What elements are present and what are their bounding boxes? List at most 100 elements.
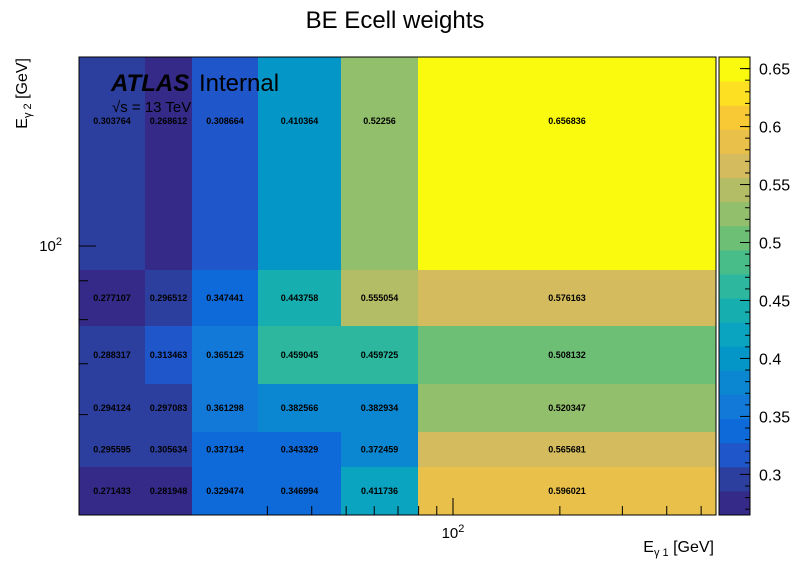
heatmap-cell [341,270,418,326]
y-axis-label: Eγ 2 [GeV] [14,58,34,129]
cell-value-label: 0.411736 [361,486,398,496]
colorbar-segment [719,322,750,347]
heatmap-cell [418,384,716,432]
cell-value-label: 0.295595 [93,445,131,455]
colorbar-segment [719,57,750,82]
colorbar-segment [719,177,750,203]
colorbar-segment [719,418,750,444]
atlas-label: ATLAS [110,70,189,97]
cell-value-label: 0.346994 [281,486,319,496]
heatmap-cell [418,270,716,326]
cell-value-label: 0.294124 [93,403,131,413]
colorbar-tick-label: 0.55 [759,178,790,195]
heatmap-cell [79,326,145,384]
heatmap-cell [145,270,192,326]
colorbar-segment [719,466,750,492]
heatmap-cell [145,384,192,432]
colorbar-tick-label: 0.45 [759,293,790,310]
heatmap-cell [192,467,258,515]
cell-value-label: 0.277107 [93,293,131,303]
cell-value-label: 0.656836 [548,116,586,126]
heatmap-cell [341,384,418,432]
heatmap-cell [258,432,341,467]
heatmap-cell [258,326,341,384]
heatmap-cell [418,326,716,384]
colorbar-tick-label: 0.6 [759,120,781,137]
colorbar-segment [719,81,750,106]
cell-value-label: 0.347441 [206,293,244,303]
axes [78,56,717,516]
colorbar-segment [719,273,750,299]
heatmap-cell [418,432,716,467]
cell-value-label: 0.410364 [281,116,319,126]
energy-label: √s = 13 TeV [112,99,191,116]
heatmap-cell [192,326,258,384]
colorbar-tick-label: 0.4 [759,351,781,368]
heatmap-cells [79,57,716,515]
heatmap-cell [79,467,145,515]
heatmap-cell [418,57,716,270]
heatmap-cell [145,432,192,467]
heatmap-cell [79,384,145,432]
colorbar: 0.3 0.35 0.4 0.45 0.5 0.55 0.6 0.65 [718,56,790,516]
colorbar-segment [719,105,750,130]
x-axis-label: Eγ 1 [GeV] [643,539,714,559]
cell-value-label: 0.372459 [361,445,399,455]
cell-value-label: 0.459725 [361,350,399,360]
colorbar-tick-label: 0.3 [759,467,781,484]
cell-value-label: 0.343329 [281,445,319,455]
cell-value-label: 0.281948 [150,486,188,496]
chart-title: BE Ecell weights [306,7,485,34]
heatmap-cell [192,384,258,432]
cell-value-label: 0.382934 [361,403,399,413]
heatmap-cell [341,57,418,270]
cell-value-label: 0.305634 [150,445,188,455]
heatmap-cell [258,384,341,432]
y-tick-label-100: 102 [39,236,62,255]
heatmap-cell [258,467,341,515]
colorbar-segment [719,129,750,154]
cell-value-label: 0.576163 [548,293,586,303]
heatmap-cell [341,326,418,384]
cell-value-label: 0.271433 [93,486,131,496]
heatmap-cell-labels: 0.271433 0.281948 0.329474 0.346994 0.411736… [93,116,586,496]
cell-value-label: 0.443758 [281,293,319,303]
colorbar-segment [719,370,750,395]
cell-value-label: 0.361298 [206,403,244,413]
heatmap-cell [258,57,341,270]
colorbar-segment [719,298,750,323]
cell-value-label: 0.459045 [281,350,319,360]
heatmap-cell [79,270,145,326]
heatmap-cell [192,57,258,270]
heatmap-cell [79,432,145,467]
colorbar-segment [719,249,750,275]
cell-value-label: 0.297083 [150,403,188,413]
atlas-annotation: ATLAS Internal √s = 13 TeV [110,70,279,116]
heatmap-cell [341,467,418,515]
colorbar-tick-label: 0.35 [759,409,790,426]
cell-value-label: 0.596021 [548,486,586,496]
cell-value-label: 0.508132 [548,350,586,360]
colorbar-tick-label: 0.5 [759,236,781,253]
cell-value-label: 0.382566 [281,403,319,413]
heatmap-cell [145,326,192,384]
heatmap-cell [145,467,192,515]
cell-value-label: 0.555054 [361,293,399,303]
cell-value-label: 0.303764 [93,116,131,126]
heatmap-cell [341,432,418,467]
plot-frame [78,56,717,516]
colorbar-segment [719,490,750,516]
colorbar-segment [719,201,750,227]
cell-value-label: 0.268612 [150,116,188,126]
colorbar-segment [719,442,750,468]
heatmap-cell [258,270,341,326]
cell-value-label: 0.520347 [548,403,586,413]
colorbar-segment [719,153,750,179]
internal-label: Internal [199,70,279,97]
x-tick-label-100: 102 [442,523,465,542]
cell-value-label: 0.52256 [363,116,396,126]
heatmap-cell [192,432,258,467]
colorbar-frame [718,56,751,516]
cell-value-label: 0.296512 [150,293,188,303]
